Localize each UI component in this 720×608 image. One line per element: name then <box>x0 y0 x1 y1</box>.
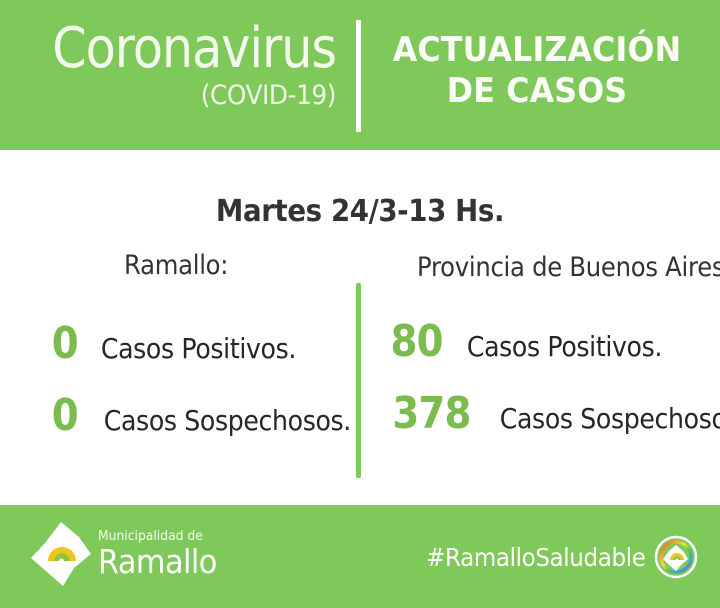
ramallo-saludable-circle-badge-icon <box>654 535 698 579</box>
stat-label: Casos Positivos. <box>100 332 296 365</box>
brand-subtitle: (COVID-19) <box>200 80 337 111</box>
header-heading-line-1: ACTUALIZACIÓN <box>392 30 682 70</box>
poster-footer: Municipalidad de Ramallo #RamalloSaludab… <box>0 505 720 608</box>
poster-body: Martes 24/3-13 Hs. Ramallo: Provincia de… <box>0 150 720 505</box>
poster-header: Coronavirus (COVID-19) ACTUALIZACIÓN DE … <box>0 0 720 150</box>
header-brand: Coronavirus (COVID-19) <box>0 18 348 112</box>
municipality-logo: Municipalidad de Ramallo <box>30 521 227 587</box>
hashtag-block: #RamalloSaludable <box>407 535 698 579</box>
stat-label: Casos Sospechosos. <box>499 402 720 435</box>
brand-title: Coronavirus <box>52 16 337 81</box>
stat-label: Casos Positivos. <box>467 330 663 363</box>
stat-label: Casos Sospechosos. <box>103 404 351 437</box>
header-heading-line-2: DE CASOS <box>446 71 628 111</box>
header-heading: ACTUALIZACIÓN DE CASOS <box>372 30 702 112</box>
stat-row: 378 Casos Sospechosos. <box>387 392 720 441</box>
column-heading-provincia: Provincia de Buenos Aires: <box>417 252 720 283</box>
stat-row: 0 Casos Sospechosos. <box>50 394 364 443</box>
column-heading-ramallo: Ramallo: <box>124 250 229 281</box>
header-vertical-divider <box>356 20 361 132</box>
stat-value: 378 <box>392 388 471 439</box>
hashtag-text: #RamalloSaludable <box>426 542 647 572</box>
stat-row: 80 Casos Positivos. <box>387 320 673 369</box>
municipality-logo-line-1: Municipalidad de <box>98 529 203 544</box>
stat-row: 0 Casos Positivos. <box>50 322 306 371</box>
body-vertical-divider <box>356 283 361 478</box>
stat-value: 0 <box>51 318 79 369</box>
ramallo-diamond-logo-icon <box>30 521 92 587</box>
report-date: Martes 24/3-13 Hs. <box>215 194 505 229</box>
stat-value: 80 <box>390 316 444 367</box>
municipality-logo-line-2: Ramallo <box>98 542 217 581</box>
stat-value: 0 <box>51 390 79 441</box>
municipality-logo-text: Municipalidad de Ramallo <box>98 530 227 578</box>
